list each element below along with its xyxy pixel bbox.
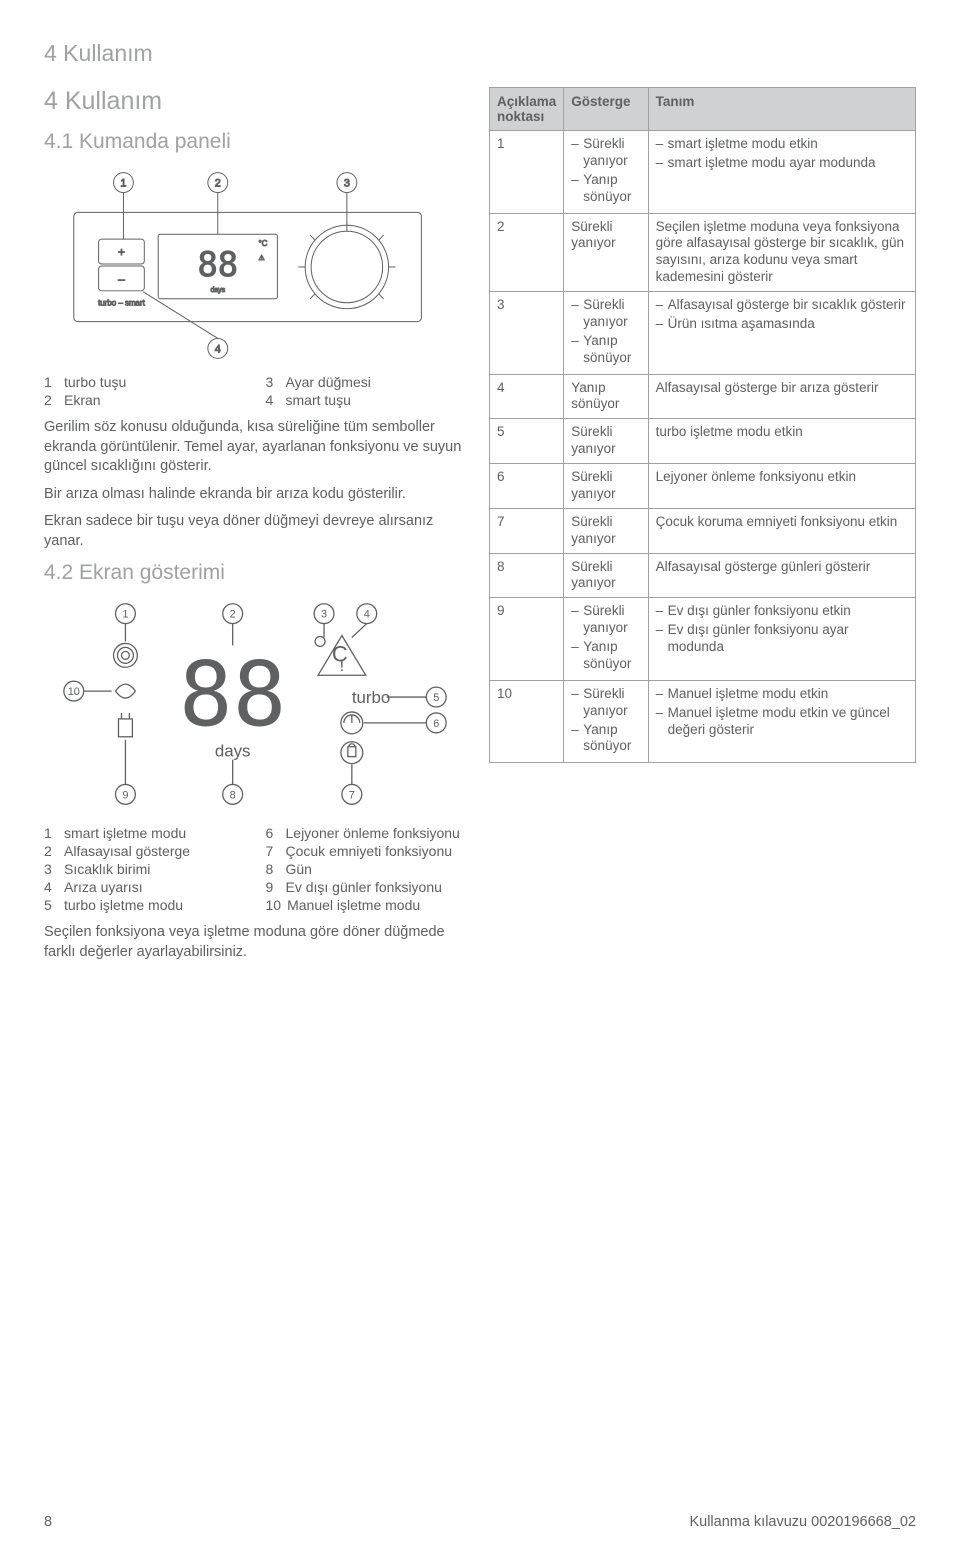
cell-definition: Lejyoner önleme fonksiyonu etkin — [648, 464, 915, 509]
svg-text:4: 4 — [364, 609, 370, 621]
svg-text:6: 6 — [433, 718, 439, 730]
svg-text:1: 1 — [122, 609, 128, 621]
cell-indicator: Sürekli yanıyor — [564, 508, 648, 553]
cell-indicator: Sürekli yanıyor — [564, 419, 648, 464]
cell-definition: Manuel işletme modu etkinManuel işletme … — [648, 680, 915, 763]
para-dial-note: Seçilen fonksiyona veya işletme moduna g… — [44, 923, 471, 962]
svg-text:4: 4 — [215, 343, 221, 355]
cell-indicator: Sürekli yanıyor — [564, 553, 648, 598]
table-row: 1Sürekli yanıyorYanıp sönüyorsmart işlet… — [490, 131, 916, 214]
cell-definition: turbo işletme modu etkin — [648, 419, 915, 464]
cell-indicator: Sürekli yanıyorYanıp sönüyor — [564, 598, 648, 681]
cell-indicator: Sürekli yanıyor — [564, 213, 648, 292]
svg-text:7: 7 — [349, 790, 355, 802]
table-row: 8Sürekli yanıyorAlfasayısal gösterge gün… — [490, 553, 916, 598]
cell-key: 2 — [490, 213, 564, 292]
subsection-control-panel: 4.1 Kumanda paneli — [44, 130, 471, 154]
cell-definition: Çocuk koruma emniyeti fonksiyonu etkin — [648, 508, 915, 553]
cell-definition: smart işletme modu etkinsmart işletme mo… — [648, 131, 915, 214]
para-intro-3: Ekran sadece bir tuşu veya döner düğmeyi… — [44, 512, 471, 551]
para-intro-2: Bir arıza olması halinde ekranda bir arı… — [44, 485, 471, 505]
table-row: 2Sürekli yanıyorSeçilen işletme moduna v… — [490, 213, 916, 292]
fig1-legend: 1turbo tuşu 2Ekran 3Ayar düğmesi 4smart … — [44, 374, 471, 410]
figure-control-panel: + – turbo – smart 88 days °C ⚠ — [44, 164, 471, 364]
svg-text:5: 5 — [433, 692, 439, 704]
svg-text:8: 8 — [230, 790, 236, 802]
cell-key: 8 — [490, 553, 564, 598]
svg-text:days: days — [210, 287, 225, 294]
table-row: 7Sürekli yanıyorÇocuk koruma emniyeti fo… — [490, 508, 916, 553]
cell-definition: Alfasayısal gösterge bir arıza gösterir — [648, 374, 915, 419]
table-row: 10Sürekli yanıyorYanıp sönüyorManuel işl… — [490, 680, 916, 763]
svg-text:10: 10 — [68, 686, 80, 698]
cell-key: 6 — [490, 464, 564, 509]
svg-text:1: 1 — [120, 178, 126, 190]
section-title: 4 Kullanım — [44, 87, 471, 116]
svg-text:2: 2 — [230, 609, 236, 621]
svg-text:3: 3 — [321, 609, 327, 621]
cell-key: 5 — [490, 419, 564, 464]
cell-key: 1 — [490, 131, 564, 214]
svg-text:9: 9 — [122, 790, 128, 802]
svg-text:88: 88 — [179, 643, 287, 747]
th-key: Açıklama noktası — [490, 88, 564, 131]
svg-text:+: + — [118, 245, 125, 259]
cell-indicator: Sürekli yanıyorYanıp sönüyor — [564, 131, 648, 214]
cell-definition: Alfasayısal gösterge bir sıcaklık göster… — [648, 292, 915, 375]
cell-key: 4 — [490, 374, 564, 419]
footer-page-number: 8 — [44, 1514, 52, 1530]
cell-key: 3 — [490, 292, 564, 375]
page-footer: 8 Kullanma kılavuzu 0020196668_02 — [44, 1514, 916, 1530]
para-intro-1: Gerilim söz konusu olduğunda, kısa sürel… — [44, 418, 471, 477]
cell-indicator: Sürekli yanıyor — [564, 464, 648, 509]
page-running-header: 4 Kullanım — [44, 40, 916, 67]
svg-text:turbo – smart: turbo – smart — [98, 299, 146, 308]
right-column: Açıklama noktası Gösterge Tanım 1Sürekli… — [489, 87, 916, 971]
fig2-legend: 1smart işletme modu 2Alfasayısal gösterg… — [44, 825, 471, 915]
svg-text:3: 3 — [344, 178, 350, 190]
svg-text:88: 88 — [197, 245, 238, 284]
figure-screen-display: 88 days C ! turbo 1 2 3 4 5 — [44, 595, 471, 815]
cell-definition: Seçilen işletme moduna veya fonksiyona g… — [648, 213, 915, 292]
table-row: 3Sürekli yanıyorYanıp sönüyorAlfasayısal… — [490, 292, 916, 375]
cell-key: 9 — [490, 598, 564, 681]
svg-text:turbo: turbo — [352, 688, 390, 707]
svg-text:⚠: ⚠ — [258, 254, 264, 262]
table-row: 4Yanıp sönüyorAlfasayısal gösterge bir a… — [490, 374, 916, 419]
cell-key: 7 — [490, 508, 564, 553]
svg-text:°C: °C — [258, 239, 267, 248]
cell-key: 10 — [490, 680, 564, 763]
cell-definition: Ev dışı günler fonksiyonu etkinEv dışı g… — [648, 598, 915, 681]
svg-text:!: ! — [340, 657, 345, 676]
th-definition: Tanım — [648, 88, 915, 131]
table-row: 5Sürekli yanıyorturbo işletme modu etkin — [490, 419, 916, 464]
cell-indicator: Sürekli yanıyorYanıp sönüyor — [564, 680, 648, 763]
subsection-screen-display: 4.2 Ekran gösterimi — [44, 561, 471, 585]
table-row: 6Sürekli yanıyorLejyoner önleme fonksiyo… — [490, 464, 916, 509]
cell-definition: Alfasayısal gösterge günleri gösterir — [648, 553, 915, 598]
left-column: 4 Kullanım 4.1 Kumanda paneli + – turbo … — [44, 87, 471, 971]
svg-text:2: 2 — [215, 178, 221, 190]
th-indicator: Gösterge — [564, 88, 648, 131]
footer-doc-id: Kullanma kılavuzu 0020196668_02 — [689, 1514, 916, 1530]
table-row: 9Sürekli yanıyorYanıp sönüyorEv dışı gün… — [490, 598, 916, 681]
cell-indicator: Sürekli yanıyorYanıp sönüyor — [564, 292, 648, 375]
svg-text:–: – — [118, 272, 125, 286]
cell-indicator: Yanıp sönüyor — [564, 374, 648, 419]
svg-text:days: days — [215, 742, 251, 761]
indicator-table: Açıklama noktası Gösterge Tanım 1Sürekli… — [489, 87, 916, 763]
